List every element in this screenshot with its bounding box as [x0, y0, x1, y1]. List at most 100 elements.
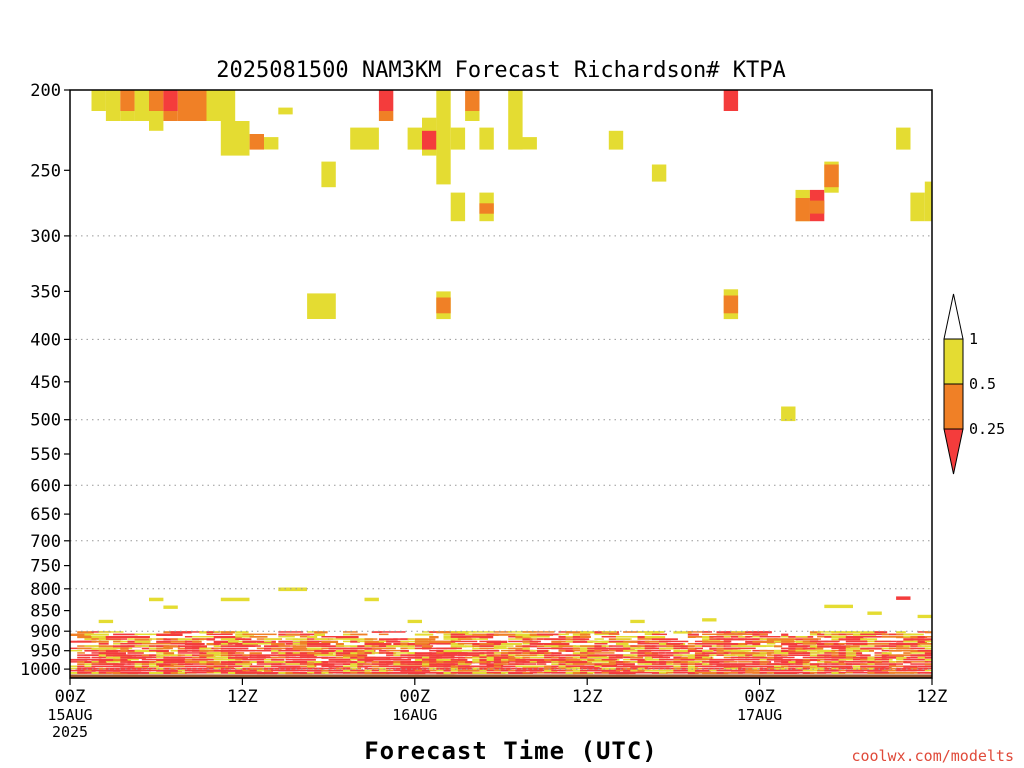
bl-cell-red [615, 654, 630, 657]
bl-cell-red [149, 654, 161, 657]
bl-cell-red [84, 667, 103, 670]
bl-cell-yellow [307, 636, 318, 638]
x-axis-label: Forecast Time (UTC) [364, 737, 658, 765]
bl-cell-orange [170, 663, 184, 666]
bl-cell-orange [802, 638, 821, 640]
bl-cell-orange [386, 649, 406, 652]
bl-cell-yellow [457, 649, 479, 652]
bl-cell-red [917, 640, 927, 643]
bl-cell-red [407, 672, 419, 675]
bl-cell-orange [781, 640, 795, 643]
bl-cell-yellow [249, 643, 271, 645]
bl-cell-yellow [781, 667, 790, 670]
bl-cell-red [774, 654, 788, 657]
bl-cell-yellow [292, 638, 309, 641]
bl-cell-yellow [917, 656, 929, 659]
bl-cell-red [795, 661, 809, 664]
bl-cell-yellow [350, 663, 364, 666]
bl-cell-red [896, 669, 906, 672]
bl-cell-red [881, 665, 892, 668]
bl-cell-yellow [141, 645, 155, 647]
bl-cell-yellow [845, 647, 869, 650]
bl-cell-orange [630, 656, 644, 659]
bl-cell-red [601, 658, 613, 661]
bl-cell-red [335, 647, 358, 650]
bl-cell-yellow [515, 656, 525, 659]
bl-cell-red [694, 654, 710, 657]
bl-cell-red [170, 658, 181, 661]
bl-cell-red [393, 665, 401, 667]
bl-cell-yellow [637, 667, 652, 670]
bl-cell-yellow [364, 645, 373, 647]
bl-cell-yellow [831, 631, 861, 634]
bl-cell-yellow [407, 647, 422, 650]
bl-cell-red [838, 649, 849, 652]
x-tick-label: 00Z [55, 687, 86, 707]
bl-cell-red [903, 665, 918, 668]
bl-cell-yellow [924, 647, 932, 650]
bl-cell-yellow [615, 643, 629, 646]
bl-cell-red [565, 665, 574, 668]
bl-cell-red [422, 667, 435, 670]
bl-cell-red [314, 669, 323, 672]
bl-cell-red [177, 649, 188, 652]
bl-cell-orange [888, 667, 899, 670]
bl-cell-orange [364, 638, 378, 640]
bl-cell-red [924, 665, 932, 667]
bl-cell-red [393, 658, 412, 661]
colorbar-bottom-arrow [943, 428, 964, 475]
bl-cell-yellow [321, 654, 345, 656]
bl-cell-red [357, 663, 370, 665]
bl-cell-red [615, 649, 630, 652]
bl-cell-red [817, 663, 827, 665]
bl-cell-red [752, 643, 761, 646]
bl-cell-red [228, 649, 256, 652]
bl-cell-red [924, 656, 932, 659]
bl-cell-red [687, 658, 700, 661]
bl-cell-red [572, 638, 590, 640]
bl-cell-orange [845, 633, 859, 636]
bl-cell-yellow [285, 638, 298, 640]
ri-cell-red [163, 90, 178, 111]
bl-cell-yellow [831, 661, 844, 663]
ri-cell-yellow [364, 597, 379, 602]
bl-cell-red [917, 667, 928, 670]
bl-cell-red [213, 640, 239, 643]
bl-cell-red [680, 647, 694, 650]
bl-cell-red [414, 667, 424, 670]
bl-cell-red [752, 631, 771, 634]
bl-cell-red [515, 669, 526, 672]
bl-cell-red [249, 658, 277, 661]
bl-cell-red [888, 645, 903, 648]
bl-cell-red [386, 663, 394, 665]
bl-cell-orange [249, 667, 264, 670]
bl-cell-yellow [228, 638, 240, 641]
ri-cell-yellow [98, 619, 114, 624]
bl-cell-red [105, 654, 120, 657]
colorbar-label: 1 [969, 330, 978, 348]
ri-cell-orange [249, 134, 264, 150]
bl-cell-red [608, 658, 618, 661]
bl-cell-yellow [472, 638, 488, 640]
bl-cell-red [637, 640, 650, 643]
bl-cell-yellow [529, 656, 552, 659]
heatmap-cells [91, 90, 932, 624]
bl-cell-yellow [795, 636, 808, 638]
bl-cell-red [572, 665, 587, 667]
bl-cell-red [601, 647, 610, 650]
bl-cell-yellow [766, 643, 776, 645]
bl-cell-red [565, 649, 575, 652]
bl-cell-red [536, 661, 545, 664]
bl-cell-red [371, 672, 384, 674]
bl-cell-orange [580, 633, 591, 636]
bl-cell-orange [156, 647, 173, 650]
bl-cell-yellow [723, 636, 737, 638]
bl-cell-red [386, 652, 396, 655]
ri-cell-red [422, 130, 437, 150]
bl-cell-orange [845, 645, 860, 648]
bl-cell-red [450, 640, 478, 643]
bl-cell-yellow [328, 652, 342, 654]
bl-cell-red [271, 663, 282, 666]
bl-cell-red [551, 654, 560, 657]
bl-cell-red [378, 638, 398, 641]
